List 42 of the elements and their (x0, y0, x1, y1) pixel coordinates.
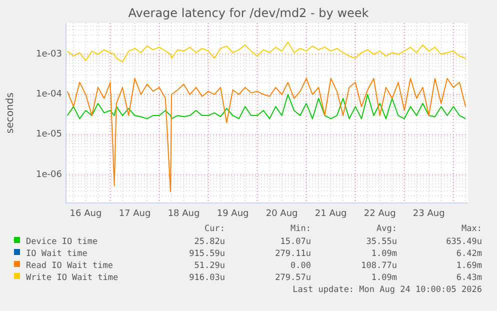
text: Max: (462, 224, 482, 234)
text: 108.77u (361, 261, 397, 271)
text: 35.55u (366, 237, 397, 247)
y-tick-label: 1e-03 (36, 49, 62, 60)
x-tick-label: 20 Aug (266, 209, 298, 219)
legend-label: Write IO Wait time (26, 273, 118, 283)
x-tick-label: 18 Aug (168, 209, 200, 219)
text: 916.03u (189, 273, 225, 283)
text: 1.09m (371, 273, 397, 283)
line-series (66, 42, 466, 62)
chart-title: Average latency for /dev/md2 - by week (128, 6, 369, 20)
y-tick-label: 1e-06 (36, 170, 62, 180)
text: 0.00 (290, 261, 311, 271)
text: Avg: (376, 224, 397, 234)
text: 1.69m (456, 261, 482, 271)
y-axis-title: seconds (5, 92, 16, 134)
text: 915.59u (189, 249, 225, 259)
text: 6.43m (456, 273, 482, 283)
text: 51.29u (194, 261, 225, 271)
y-tick-label: 1e-05 (36, 130, 62, 140)
x-tick-label: 16 Aug (70, 209, 102, 219)
text: 6.42m (456, 249, 482, 259)
x-tick-label: 17 Aug (118, 209, 151, 219)
text: Cur: (204, 224, 225, 234)
text: 1.09m (371, 249, 397, 259)
text: 15.07u (280, 237, 311, 247)
y-tick-label: 1e-04 (36, 89, 62, 100)
x-tick-label: 21 Aug (314, 209, 347, 219)
legend-label: Read IO Wait time (26, 261, 113, 271)
text: 279.57u (275, 273, 311, 283)
text: Min: (290, 224, 311, 234)
line-series (66, 78, 466, 192)
text: 279.11u (275, 249, 311, 259)
text: 25.82u (194, 237, 225, 247)
text: 635.49u (446, 237, 482, 247)
x-tick-label: 23 Aug (412, 209, 445, 219)
x-tick-label: 19 Aug (216, 209, 249, 219)
x-tick-label: 22 Aug (364, 209, 396, 219)
legend-label: IO Wait time (26, 249, 88, 259)
text: Last update: Mon Aug 24 10:00:05 2026 (292, 285, 482, 295)
line-series (66, 94, 466, 120)
legend-label: Device IO time (26, 237, 98, 247)
